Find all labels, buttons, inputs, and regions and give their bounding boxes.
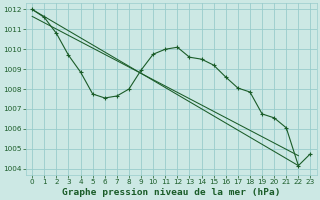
X-axis label: Graphe pression niveau de la mer (hPa): Graphe pression niveau de la mer (hPa) bbox=[62, 188, 281, 197]
